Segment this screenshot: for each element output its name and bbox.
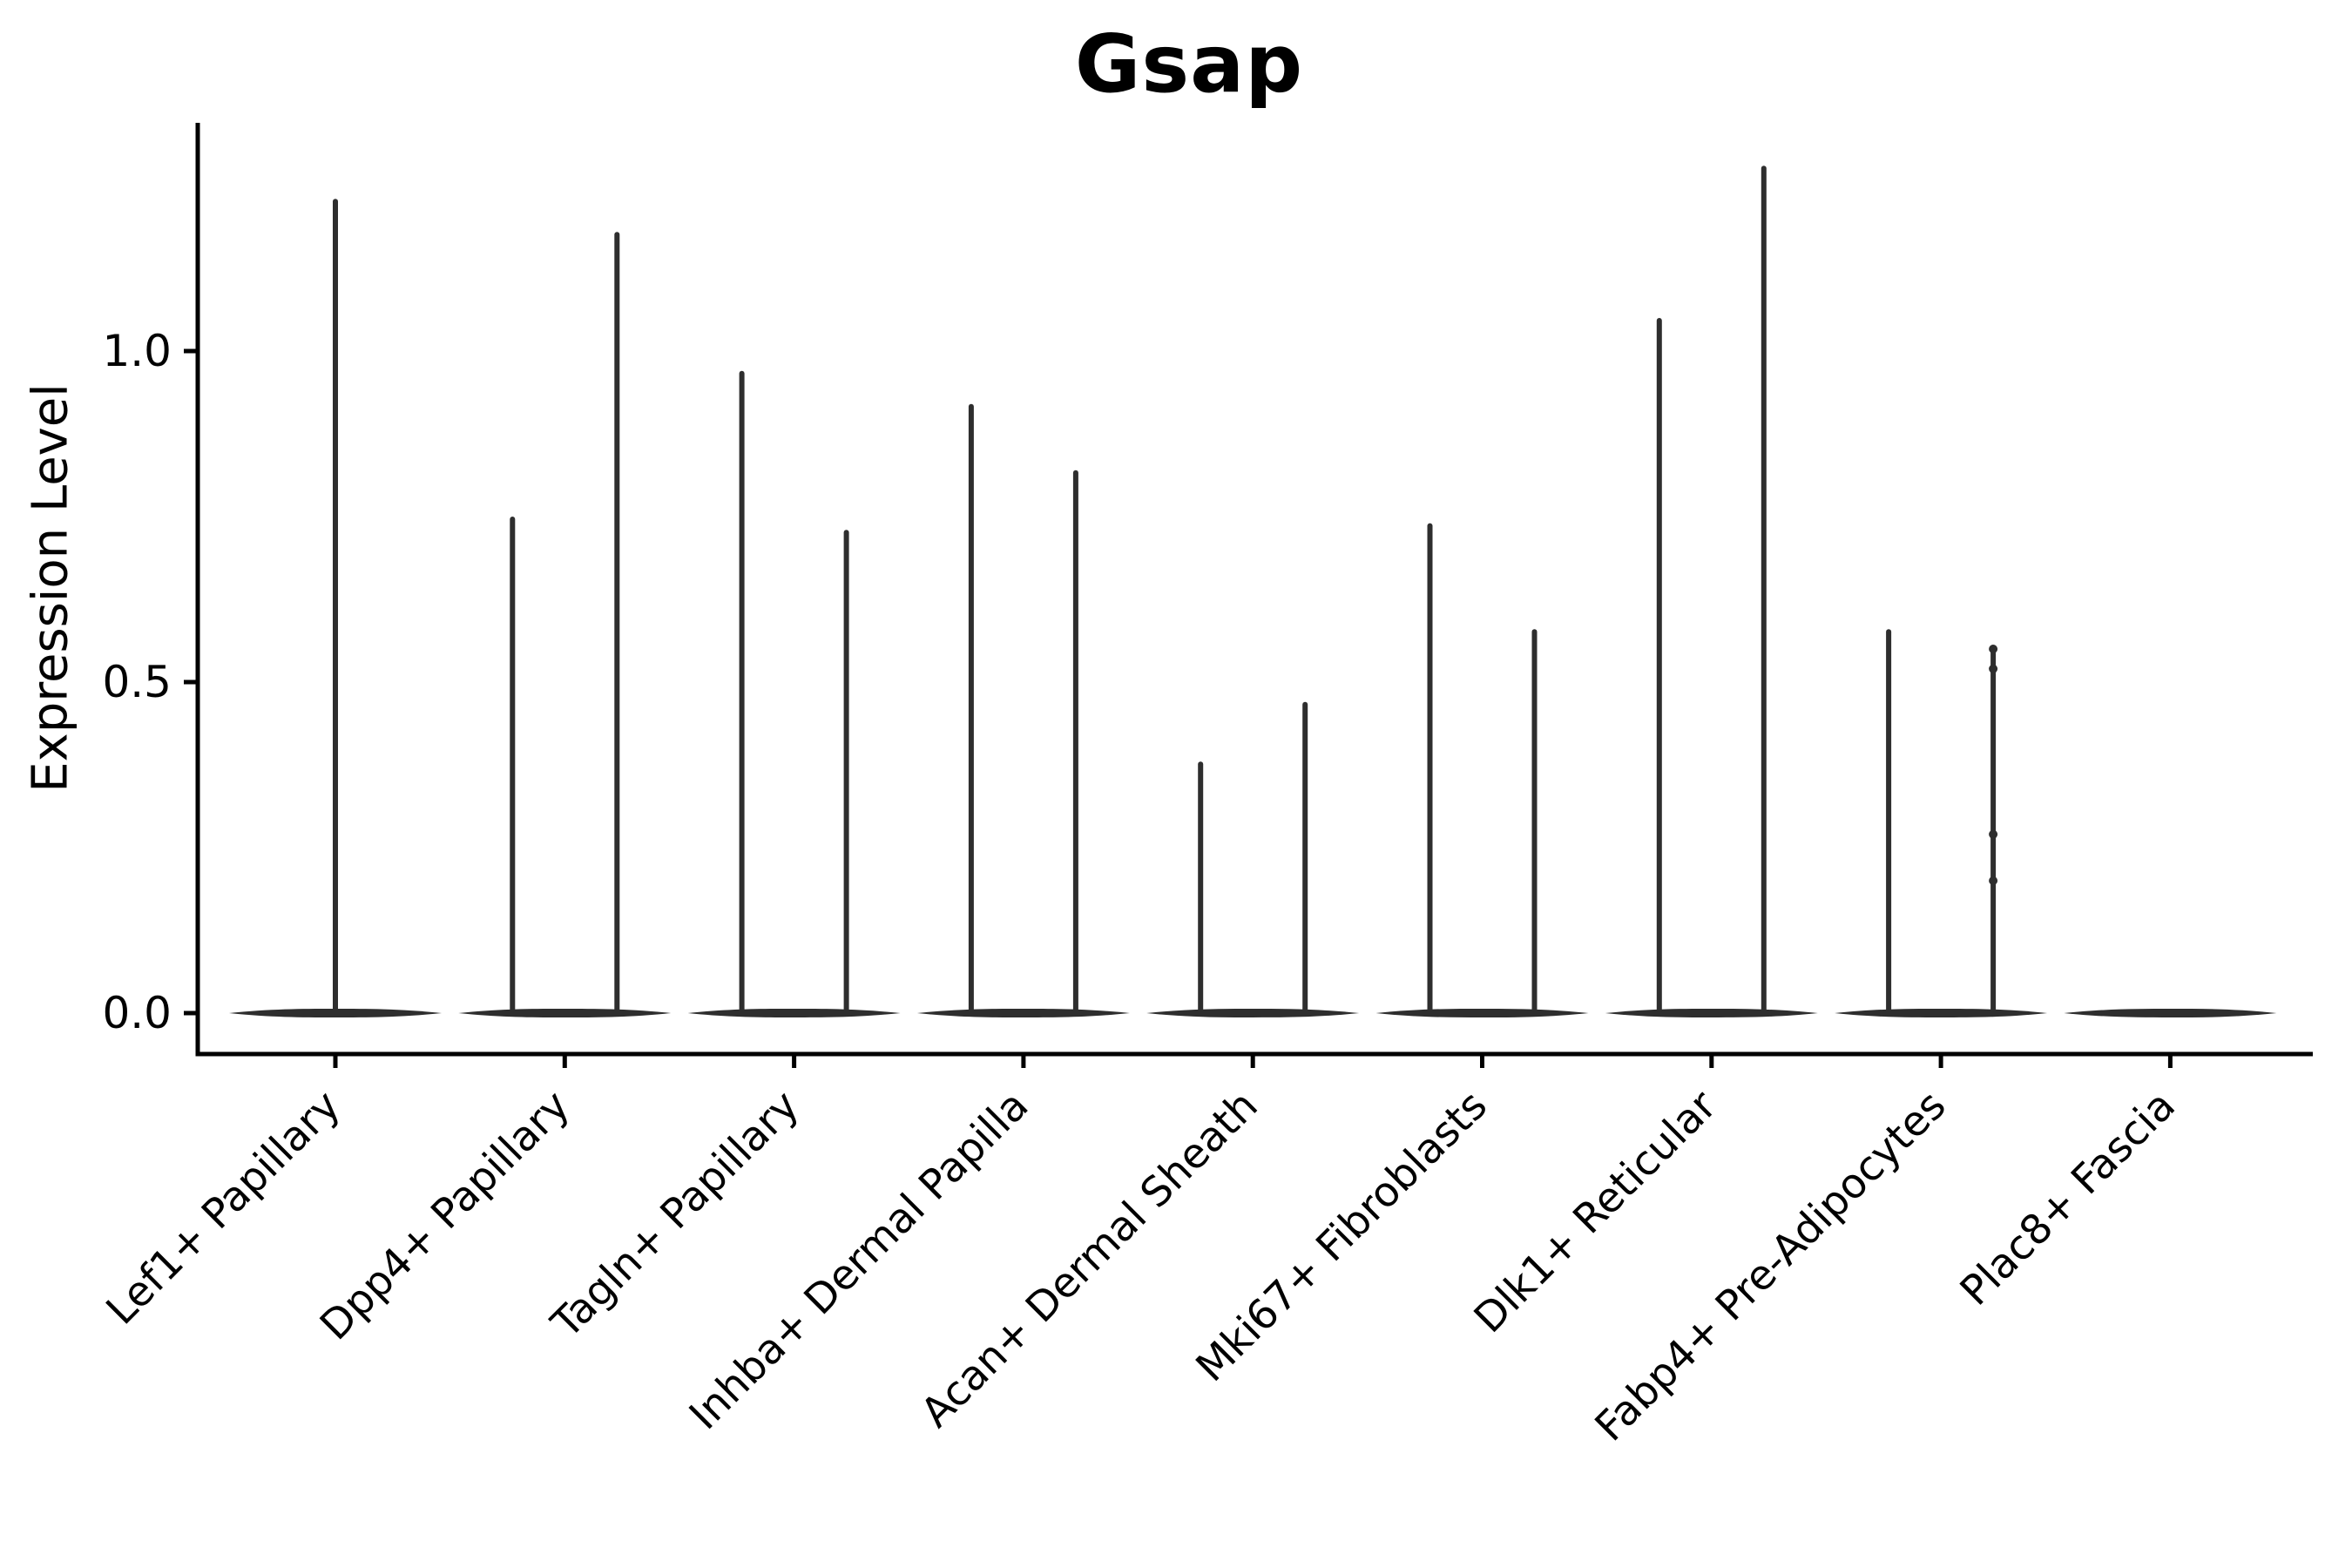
violin-group [229, 199, 442, 1017]
violin-body [916, 1009, 1130, 1017]
violin-body [1605, 1009, 1818, 1017]
violin-group [687, 370, 901, 1017]
violin-spike [614, 232, 620, 1013]
violin-body [2064, 1009, 2277, 1017]
expression-point [1989, 664, 1998, 673]
violin-spike [1302, 701, 1308, 1013]
violin-spike [510, 517, 516, 1013]
violin-spike [1531, 629, 1538, 1013]
violin-spike [739, 370, 745, 1013]
violin-group [1375, 523, 1589, 1017]
y-axis-ticks: 0.0 0.5 1.0 [102, 326, 198, 1038]
chart-title: Gsap [1074, 17, 1304, 111]
x-tick-label: Lef1+ Papillary [98, 1082, 350, 1335]
violin-body [1835, 1009, 2048, 1017]
violin-group [458, 232, 672, 1017]
violin-spike [1198, 761, 1204, 1013]
x-tick-label: Dlk1+ Reticular [1465, 1081, 1727, 1342]
expression-point [1989, 645, 1998, 653]
violin-spike [1761, 166, 1767, 1013]
violin-body [1146, 1009, 1360, 1017]
y-tick-label: 1.0 [102, 326, 172, 376]
x-tick-label: Plac8+ Fascia [1951, 1082, 2185, 1315]
expression-point [1989, 829, 1998, 839]
violin-spike [968, 403, 974, 1013]
y-tick-label: 0.5 [102, 657, 172, 707]
violin-group [1835, 629, 2048, 1017]
violin-group [916, 403, 1130, 1017]
x-tick-label: Dpp4+ Papillary [311, 1082, 579, 1350]
violin-group [2064, 1009, 2277, 1017]
violin-spike [1886, 629, 1892, 1013]
y-tick-label: 0.0 [102, 988, 172, 1038]
violin-body [1375, 1009, 1589, 1017]
violin-spike [1072, 470, 1078, 1013]
violin-spike [1656, 318, 1662, 1013]
violin-group [1605, 166, 1818, 1017]
violin-spike [333, 199, 338, 1013]
violin-body [458, 1009, 672, 1017]
x-tick-label: Tagln+ Papillary [542, 1082, 808, 1348]
violins [229, 166, 2277, 1017]
expression-point [1989, 876, 1998, 885]
violin-body [687, 1009, 901, 1017]
violin-spike [1427, 523, 1433, 1013]
violin-group [1146, 701, 1360, 1017]
violin-spike [843, 530, 849, 1013]
